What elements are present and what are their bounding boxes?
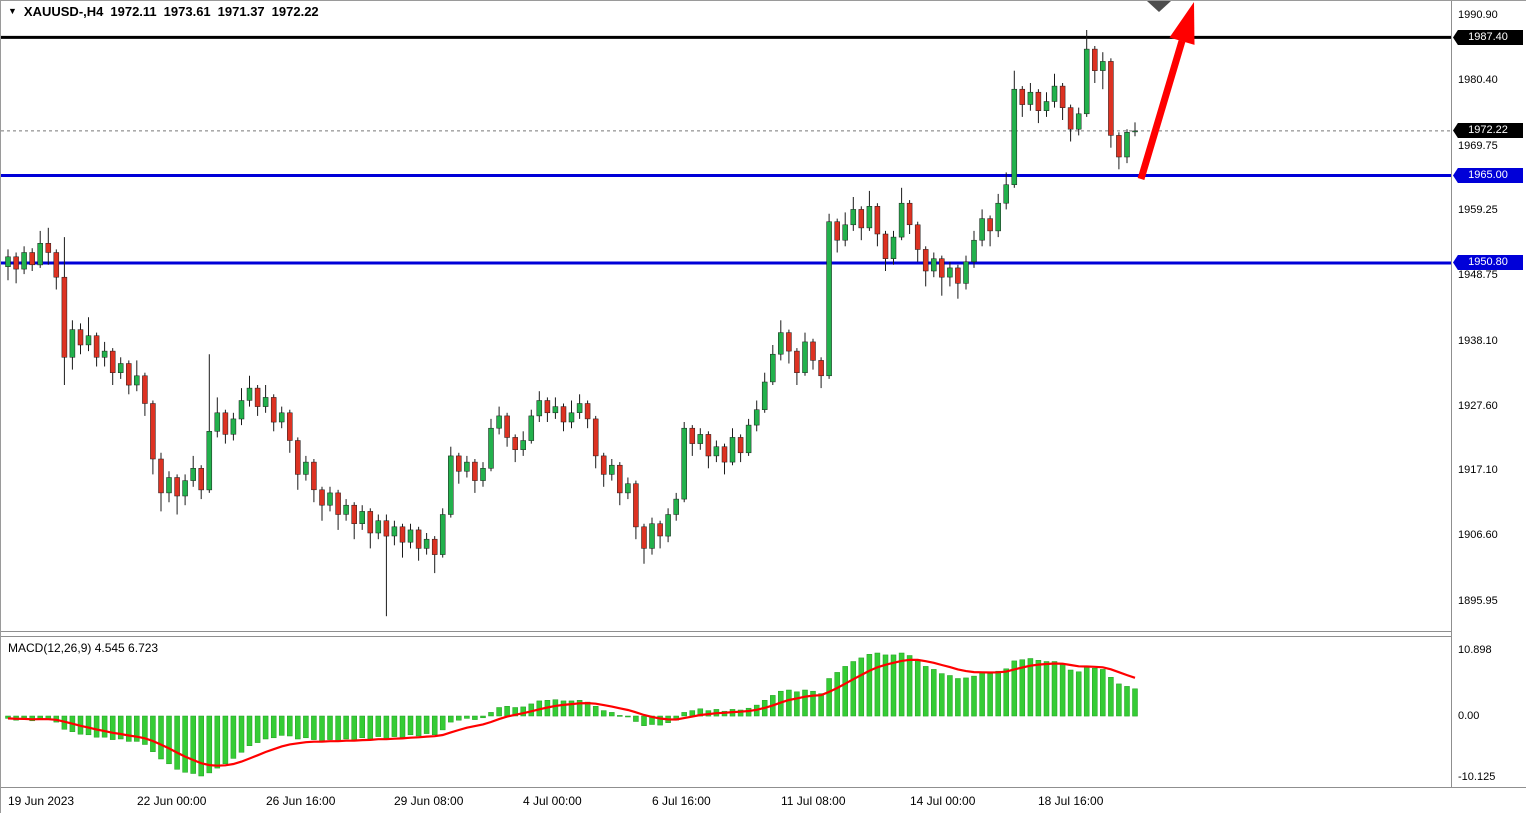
- candlestick-chart[interactable]: [1, 1, 1451, 631]
- time-tick-label: 11 Jul 08:00: [781, 794, 846, 808]
- price-tick-label: 1927.60: [1458, 400, 1498, 412]
- time-tick-label: 14 Jul 00:00: [910, 794, 976, 808]
- macd-indicator-label: MACD(12,26,9) 4.545 6.723: [8, 641, 159, 655]
- ohlc-close: 1972.22: [271, 4, 319, 19]
- chart-header: ▼ XAUUSD-,H4 1972.11 1973.61 1971.37 197…: [8, 4, 319, 19]
- macd-tick-label: -10.125: [1458, 771, 1496, 783]
- symbol-period-label: XAUUSD-,H4: [23, 4, 104, 19]
- trend-arrow-shaft[interactable]: [1137, 40, 1186, 180]
- price-tick-label: 1938.10: [1458, 335, 1498, 347]
- time-tick-label: 29 Jun 08:00: [394, 794, 464, 808]
- time-tick-label: 6 Jul 16:00: [652, 794, 711, 808]
- price-label-box: 1972.22: [1453, 123, 1523, 138]
- panel-splitter[interactable]: [1, 631, 1451, 637]
- ohlc-low: 1971.37: [217, 4, 265, 19]
- candles[interactable]: [5, 30, 1138, 617]
- macd-chart[interactable]: [1, 637, 1451, 787]
- price-label-box: 1950.80: [1453, 255, 1523, 270]
- price-tick-label: 1948.75: [1458, 269, 1498, 281]
- time-axis[interactable]: 19 Jun 2023 22 Jun 00:00 26 Jun 16:00 29 Ju…: [1, 787, 1526, 813]
- price-tick-label: 1895.95: [1458, 595, 1498, 607]
- ohlc-open: 1972.11: [110, 4, 157, 19]
- price-chart-panel[interactable]: ▼ XAUUSD-,H4 1972.11 1973.61 1971.37 197…: [1, 1, 1451, 631]
- time-tick-label: 26 Jun 16:00: [266, 794, 336, 808]
- price-tick-label: 1959.25: [1458, 204, 1498, 216]
- time-tick-label: 19 Jun 2023: [8, 794, 75, 808]
- trend-arrow-head[interactable]: [1169, 2, 1195, 45]
- price-tick-label: 1906.60: [1458, 529, 1498, 541]
- price-label-box: 1965.00: [1453, 168, 1523, 183]
- time-tick-label: 4 Jul 00:00: [523, 794, 582, 808]
- price-axis[interactable]: 1990.90 1980.40 1969.75 1959.25 1948.75 1938.…: [1451, 1, 1526, 787]
- macd-signal-line: [7, 658, 1136, 767]
- time-tick-label: 22 Jun 00:00: [137, 794, 207, 808]
- macd-tick-label: 10.898: [1458, 644, 1492, 656]
- price-tick-label: 1969.75: [1458, 140, 1498, 152]
- ohlc-high: 1973.61: [163, 4, 211, 19]
- price-tick-label: 1980.40: [1458, 74, 1498, 86]
- price-label-box: 1987.40: [1453, 30, 1523, 45]
- chart-shift-marker[interactable]: [1147, 1, 1171, 12]
- price-tick-label: 1917.10: [1458, 464, 1498, 476]
- symbol-dropdown-icon: ▼: [8, 5, 17, 16]
- macd-tick-label: 0.00: [1458, 710, 1480, 722]
- time-tick-label: 18 Jul 16:00: [1038, 794, 1104, 808]
- macd-panel[interactable]: MACD(12,26,9) 4.545 6.723: [1, 637, 1451, 787]
- price-tick-label: 1990.90: [1458, 9, 1498, 21]
- macd-histogram: [5, 652, 1138, 777]
